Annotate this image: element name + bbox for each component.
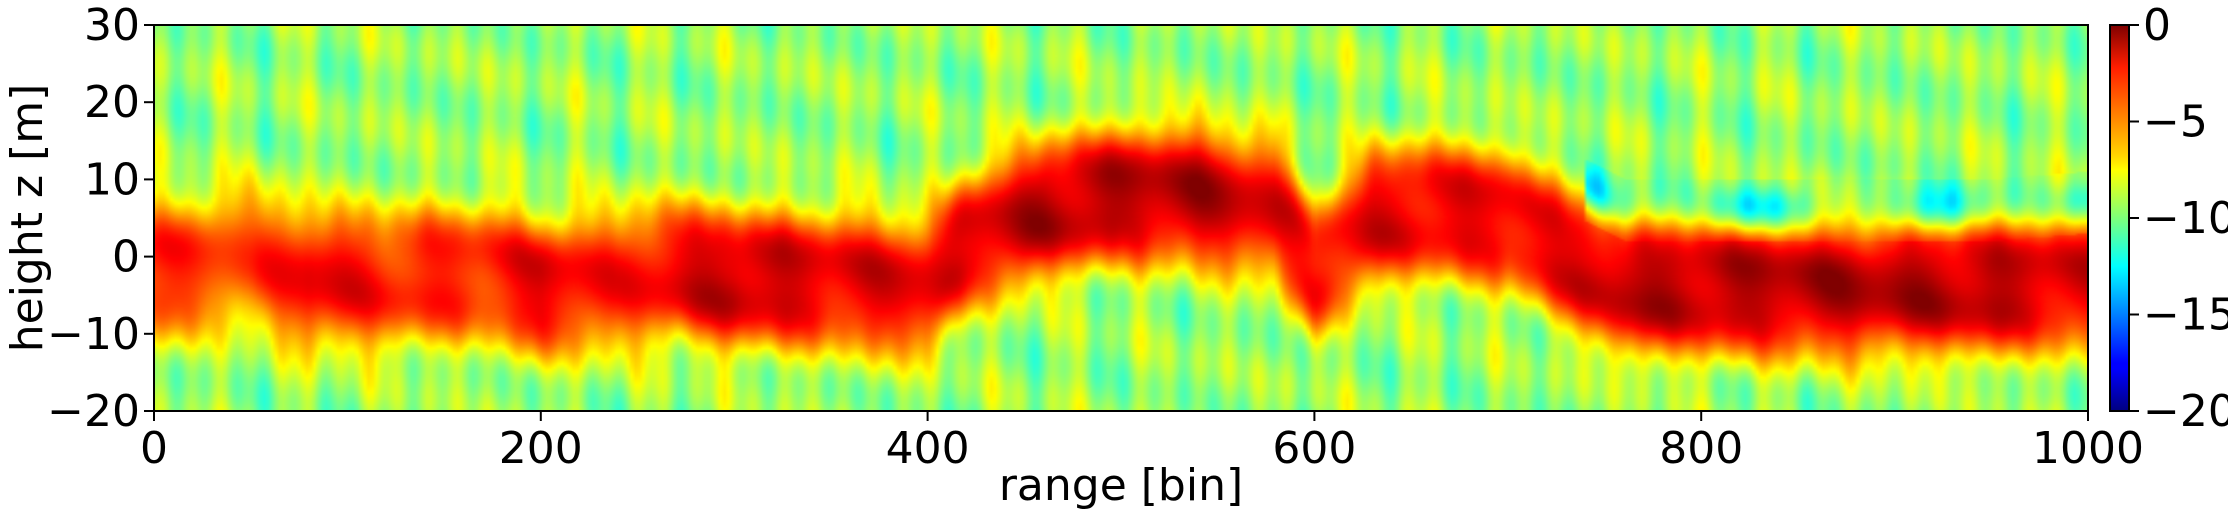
y-axis-label: height z [m] [2,84,53,353]
x-tick-label-800: 800 [1659,423,1743,474]
x-tick-label-1000: 1000 [2032,423,2144,474]
heatmap-area [154,25,2088,411]
colorbar-tick-label-0: 0 [2143,0,2171,51]
x-tick-label-200: 200 [499,423,583,474]
colorbar-tick-label--5: −5 [2143,97,2208,148]
x-tick-label-0: 0 [140,423,168,474]
colorbar-tick-label--15: −15 [2143,290,2228,341]
colorbar-tick-label--10: −10 [2143,193,2228,244]
colorbar [2109,24,2130,412]
y-tick-label--20: −20 [47,386,140,437]
x-axis: 0 200 400 600 800 1000 [140,411,2144,474]
y-tick-label-10: 10 [84,154,140,205]
y-axis: −20 −10 0 10 20 30 [47,0,154,437]
y-tick-label-30: 30 [84,0,140,51]
colorbar-tick-label--20: −20 [2143,386,2228,437]
heatmap-canvas [154,25,2088,411]
colorbar-axis: 0 −5 −10 −15 −20 [2129,0,2228,437]
y-tick-label-0: 0 [112,232,140,283]
x-axis-label: range [bin] [999,460,1243,511]
x-tick-label-400: 400 [886,423,970,474]
plot-frame [153,24,2089,412]
y-tick-label--10: −10 [47,309,140,360]
x-tick-label-600: 600 [1272,423,1356,474]
y-tick-label-20: 20 [84,77,140,128]
